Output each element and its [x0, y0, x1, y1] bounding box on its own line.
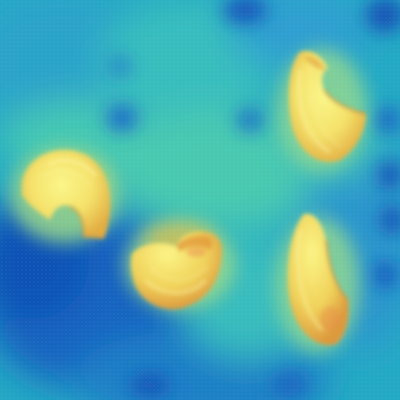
macaroni-piece-3: [288, 50, 367, 162]
macaroni-piece-2: [130, 231, 222, 310]
macaroni-piece-1: [22, 149, 111, 240]
macaroni-piece-4: [287, 213, 350, 346]
